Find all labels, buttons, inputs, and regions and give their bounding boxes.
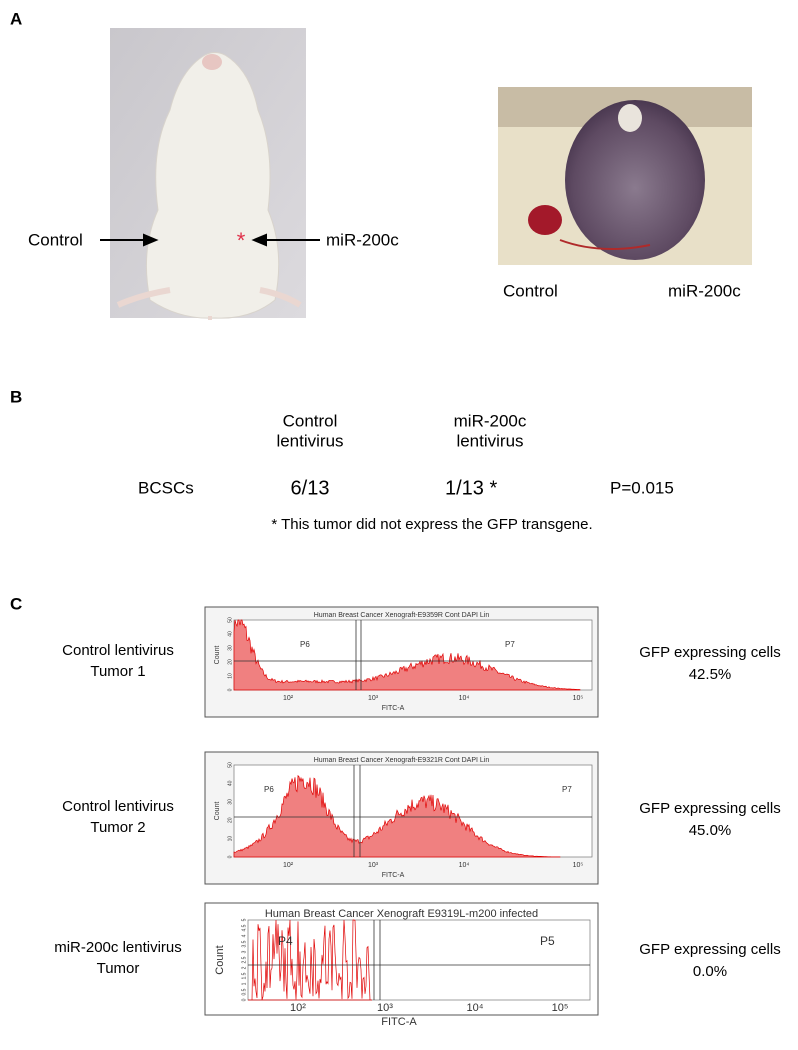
x-tick-label: 10⁵	[573, 862, 584, 869]
sample-label: Tumor	[97, 960, 140, 977]
y-tick-label: 20	[227, 817, 233, 823]
sample-label: Tumor 1	[90, 663, 145, 680]
gate-label: P6	[300, 640, 310, 649]
sample-label: Tumor 2	[90, 819, 145, 836]
sample-label: Control lentivirus	[62, 642, 174, 659]
result-value: 42.5%	[689, 666, 732, 683]
y-tick-label: 2.5	[241, 956, 247, 963]
y-tick-label: 10	[227, 673, 233, 679]
plot-title: Human Breast Cancer Xenograft-E9359R Con…	[314, 612, 490, 619]
y-tick-label: 5	[241, 918, 247, 921]
gate-label: P6	[264, 785, 274, 794]
sample-label: Control lentivirus	[62, 798, 174, 815]
y-tick-label: 3.5	[241, 940, 247, 947]
plot-title: Human Breast Cancer Xenograft-E9321R Con…	[314, 757, 490, 764]
x-tick-label: 10³	[368, 862, 379, 869]
column-header: lentivirus	[276, 431, 343, 450]
y-axis-label: Count	[214, 646, 221, 665]
x-tick-label: 10⁴	[459, 862, 470, 869]
y-tick-label: 3	[241, 950, 247, 953]
x-tick-label: 10²	[283, 695, 294, 702]
y-tick-label: 50	[227, 617, 233, 623]
column-header: lentivirus	[456, 431, 523, 450]
p-value: P=0.015	[610, 478, 674, 497]
row-name: BCSCs	[138, 478, 194, 497]
y-tick-label: 1.5	[241, 972, 247, 979]
panel-label: C	[10, 594, 22, 613]
y-tick-label: 10	[227, 836, 233, 842]
x-tick-label: 10⁴	[459, 695, 470, 702]
y-tick-label: 20	[227, 659, 233, 665]
y-tick-label: 40	[227, 780, 233, 786]
mouse-photo	[110, 28, 306, 320]
result-label: GFP expressing cells	[639, 800, 780, 817]
x-axis-label: FITC-A	[381, 1016, 417, 1028]
arrows	[100, 233, 320, 247]
caption: miR-200c	[668, 281, 741, 300]
histogram	[233, 774, 561, 858]
result-value: 0.0%	[693, 963, 727, 980]
y-tick-label: 4.5	[241, 924, 247, 931]
gate-label: P4	[278, 934, 293, 948]
x-tick-label: 10²	[290, 1002, 306, 1014]
plot-area	[247, 919, 591, 1001]
result-label: GFP expressing cells	[639, 644, 780, 661]
y-axis-label: Count	[214, 802, 221, 821]
cell: 6/13	[291, 477, 330, 499]
y-tick-label: 30	[227, 645, 233, 651]
gate-label: P7	[505, 640, 515, 649]
panel-label: A	[10, 9, 22, 28]
column-header: Control	[283, 411, 338, 430]
gate-label: P5	[540, 934, 555, 948]
y-tick-label: 0	[241, 998, 247, 1001]
x-axis-label: FITC-A	[382, 872, 405, 879]
histogram	[233, 619, 581, 691]
mir-label: miR-200c	[326, 230, 399, 249]
x-axis-label: FITC-A	[382, 705, 405, 712]
control-label: Control	[28, 230, 83, 249]
marker: *	[237, 228, 246, 253]
tumor-photo	[498, 87, 752, 265]
y-tick-label: 0.5	[241, 988, 247, 995]
x-tick-label: 10²	[283, 862, 294, 869]
x-tick-label: 10³	[368, 695, 379, 702]
y-axis-label: Count	[214, 945, 226, 974]
panel-label: B	[10, 387, 22, 406]
histogram	[248, 919, 372, 1001]
y-tick-label: 0	[227, 855, 233, 858]
x-tick-label: 10⁵	[573, 695, 584, 702]
plot-title: Human Breast Cancer Xenograft E9319L-m20…	[265, 908, 538, 920]
cell: 1/13 *	[445, 477, 497, 499]
x-tick-label: 10⁵	[552, 1002, 569, 1014]
column-header: miR-200c	[454, 411, 527, 430]
y-tick-label: 2	[241, 966, 247, 969]
y-tick-label: 50	[227, 762, 233, 768]
y-tick-label: 0	[227, 688, 233, 691]
caption: Control	[503, 281, 558, 300]
sample-label: miR-200c lentivirus	[54, 939, 182, 956]
y-tick-label: 4	[241, 934, 247, 937]
x-tick-label: 10⁴	[467, 1002, 484, 1014]
result-label: GFP expressing cells	[639, 941, 780, 958]
x-tick-label: 10³	[377, 1002, 393, 1014]
y-tick-label: 1	[241, 982, 247, 985]
result-value: 45.0%	[689, 822, 732, 839]
gate-label: P7	[562, 785, 572, 794]
y-tick-label: 30	[227, 799, 233, 805]
footnote: * This tumor did not express the GFP tra…	[271, 516, 592, 533]
y-tick-label: 40	[227, 631, 233, 637]
